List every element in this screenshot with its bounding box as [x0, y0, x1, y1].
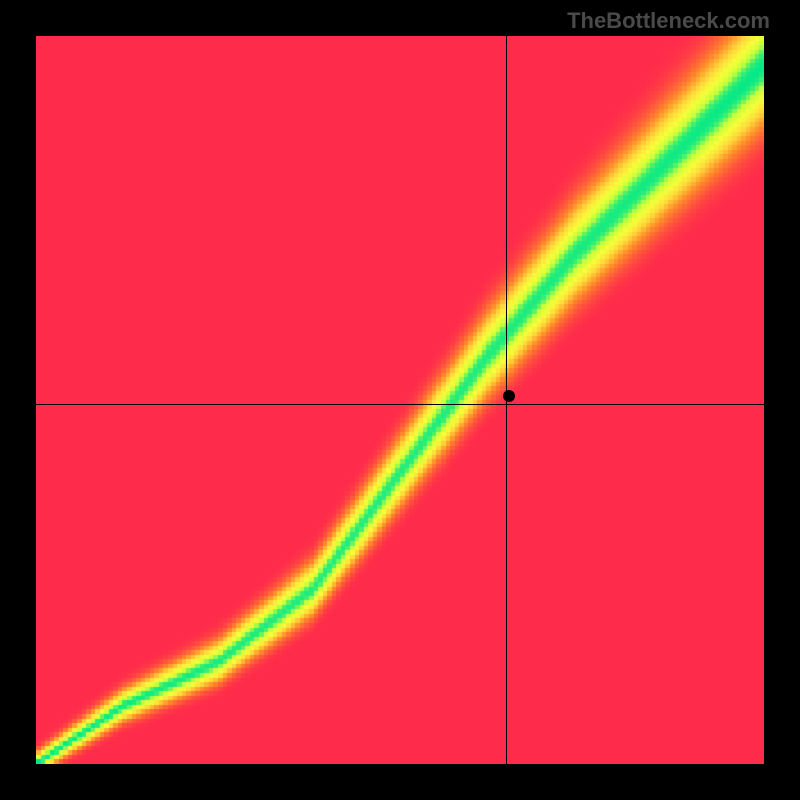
watermark-text: TheBottleneck.com [567, 8, 770, 34]
plot-area [36, 36, 764, 764]
data-point-marker [503, 390, 515, 402]
crosshair-horizontal [36, 404, 764, 405]
heatmap-canvas [36, 36, 764, 764]
